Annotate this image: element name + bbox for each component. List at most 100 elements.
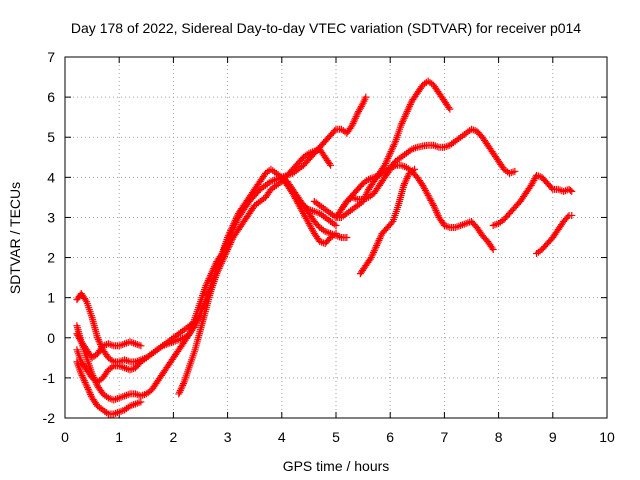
data-point	[214, 266, 222, 274]
y-tick-label: 4	[47, 169, 55, 185]
y-tick-label: -2	[43, 410, 56, 426]
x-tick-label: 2	[170, 429, 178, 445]
data-point	[224, 246, 232, 254]
data-point	[176, 386, 184, 394]
data-point	[179, 380, 187, 388]
data-point	[445, 104, 453, 112]
data-point	[133, 391, 141, 399]
series-5	[73, 330, 145, 362]
data-point	[217, 261, 225, 269]
y-tick-label: 0	[47, 330, 55, 346]
data-point	[349, 119, 357, 127]
data-point	[382, 160, 390, 168]
data-point	[220, 254, 228, 262]
data-point	[373, 242, 381, 250]
data-point	[108, 341, 116, 349]
data-point	[221, 252, 229, 260]
series-16	[337, 161, 497, 254]
data-point	[124, 357, 132, 365]
data-point	[83, 382, 91, 390]
data-point	[80, 375, 88, 383]
data-point	[353, 111, 361, 119]
series-18	[489, 171, 576, 229]
x-tick-label: 9	[549, 429, 557, 445]
data-point	[216, 263, 224, 271]
data-point	[230, 220, 238, 228]
data-point	[568, 211, 576, 219]
data-point	[382, 158, 390, 166]
data-point	[84, 385, 92, 393]
data-point	[398, 119, 406, 127]
x-tick-label: 3	[224, 429, 232, 445]
data-point	[402, 109, 410, 117]
data-point	[343, 234, 351, 241]
data-point	[391, 139, 399, 147]
series-15	[332, 125, 519, 221]
data-point	[352, 113, 360, 121]
data-point	[564, 213, 572, 221]
data-point	[219, 256, 227, 264]
data-point	[332, 229, 340, 237]
data-point	[82, 296, 90, 304]
data-point	[431, 205, 439, 213]
series-17	[356, 165, 419, 278]
data-point	[191, 322, 199, 330]
series-8	[175, 177, 286, 398]
series-14	[310, 77, 454, 221]
data-point	[383, 156, 391, 164]
y-tick-label: 1	[47, 290, 55, 306]
data-point	[87, 391, 95, 399]
x-tick-label: 10	[599, 429, 615, 445]
data-point	[217, 259, 225, 267]
data-point	[231, 218, 239, 226]
data-point	[401, 180, 409, 188]
data-point	[406, 101, 414, 109]
data-point	[214, 268, 222, 276]
data-point	[387, 148, 395, 156]
data-point	[232, 215, 240, 223]
data-point	[385, 153, 393, 161]
data-point	[402, 176, 410, 184]
data-point	[386, 149, 394, 157]
data-point	[404, 173, 412, 181]
y-tick-label: 2	[47, 250, 55, 266]
data-point	[94, 334, 102, 342]
x-tick-label: 4	[278, 429, 286, 445]
data-point	[411, 165, 419, 173]
x-tick-label: 0	[61, 429, 69, 445]
data-point	[397, 121, 405, 129]
data-point	[194, 315, 202, 323]
data-point	[224, 244, 232, 252]
data-point	[179, 381, 187, 389]
data-point	[405, 104, 413, 112]
chart-title: Day 178 of 2022, Sidereal Day-to-day VTE…	[71, 20, 581, 36]
data-point	[401, 113, 409, 121]
data-point	[401, 178, 409, 186]
data-point	[79, 373, 87, 381]
data-point	[78, 372, 86, 380]
data-point	[177, 385, 185, 393]
data-point	[371, 245, 379, 253]
data-point	[400, 114, 408, 122]
data-point	[489, 246, 497, 254]
x-axis-label: GPS time / hours	[283, 458, 390, 474]
data-point	[358, 101, 366, 109]
data-point	[213, 270, 221, 278]
data-point	[381, 161, 389, 169]
data-point	[83, 384, 91, 392]
data-point	[332, 221, 340, 229]
y-axis-label: SDTVAR / TECUs	[7, 182, 23, 294]
data-point	[176, 388, 184, 396]
data-point	[362, 93, 370, 101]
data-point	[192, 320, 200, 328]
y-tick-label: 7	[47, 49, 55, 65]
data-point	[402, 111, 410, 119]
axis-ticks: 0 1 2 3 4 5 6 7 8 9 10 -2 -1 0 1 2 3 4 5 6 7	[43, 49, 615, 445]
data-point	[204, 276, 212, 284]
data-point	[205, 275, 213, 283]
data-point	[446, 105, 454, 113]
data-point	[106, 340, 114, 348]
data-point	[547, 184, 555, 192]
data-point	[566, 186, 574, 194]
